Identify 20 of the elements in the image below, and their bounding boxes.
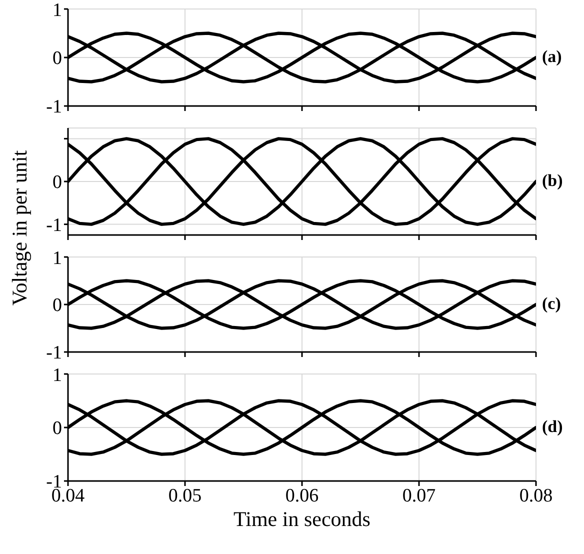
y-tick-label: -1 <box>46 215 62 236</box>
y-tick-label: 0 <box>52 172 62 194</box>
x-tick-label: 0.08 <box>519 485 553 506</box>
text: (c) <box>542 294 561 314</box>
x-tick-label: 0.05 <box>168 485 202 506</box>
y-axis-title: Voltage in per unit <box>8 150 32 306</box>
y-tick-label: 0 <box>52 295 62 316</box>
text: (d) <box>542 416 563 436</box>
x-tick-label: 0.07 <box>402 485 436 506</box>
y-tick-label: 1 <box>52 248 62 269</box>
y-tick-label: 1 <box>52 364 62 386</box>
y-tick-label: 0 <box>52 48 62 70</box>
y-tick-label: -1 <box>46 342 62 364</box>
text: (b) <box>542 170 563 190</box>
x-tick-label: 0.06 <box>285 485 319 506</box>
y-tick-label: -1 <box>46 96 62 118</box>
y-tick-label: 0 <box>52 418 62 440</box>
text: (a) <box>542 46 562 66</box>
x-axis-title: Time in seconds <box>232 507 372 532</box>
y-tick-label: 1 <box>52 0 62 21</box>
